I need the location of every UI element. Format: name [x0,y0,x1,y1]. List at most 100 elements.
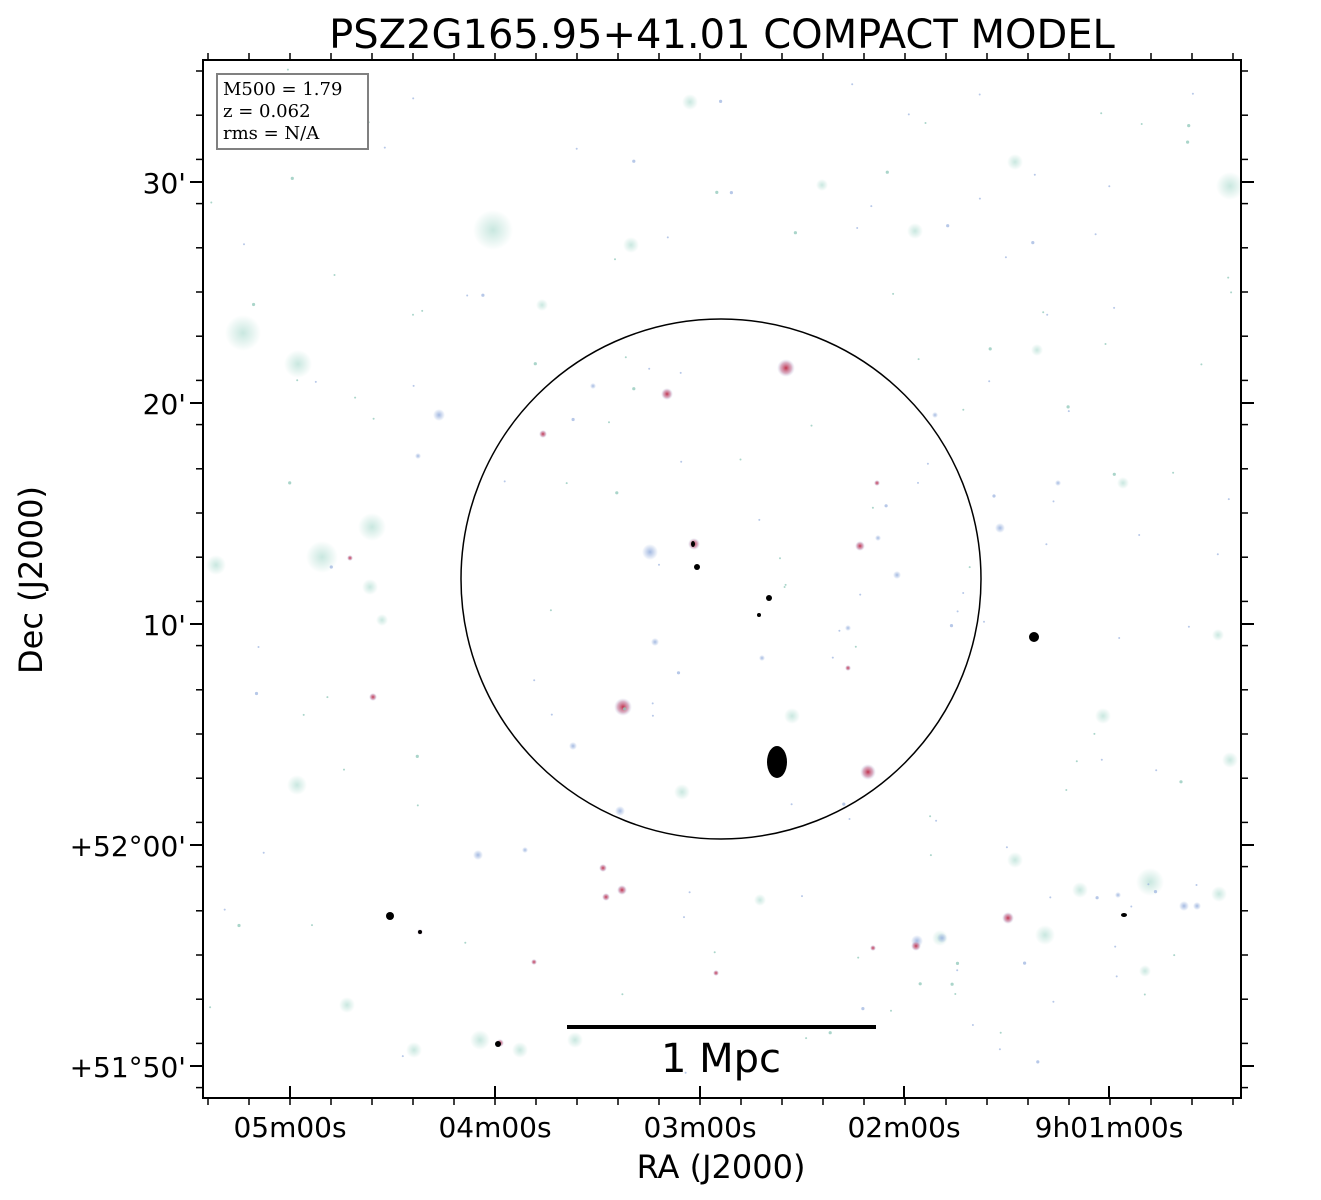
point-source [884,504,888,508]
point-source [1200,363,1203,366]
x-tick-label: 02m00s [847,1111,960,1144]
info-mass: M500 = 1.79 [223,79,342,100]
point-source [1172,471,1175,474]
y-tick-label: +52°00' [70,830,186,863]
point-source [978,93,981,96]
point-source [1093,732,1096,735]
point-source [956,969,959,972]
point-source [326,696,329,699]
faint-source [590,383,596,389]
point-source [1118,637,1121,639]
y-tick-label: 30' [143,167,186,200]
faint-source [651,638,659,646]
faint-source [1179,901,1189,911]
diffuse-emission [567,1032,583,1048]
point-source [416,804,419,807]
point-source [1065,789,1068,791]
point-source [651,702,654,705]
point-source [302,713,305,716]
diffuse-emission [1035,925,1055,945]
point-source [1113,306,1116,309]
point-source [848,818,851,820]
point-source [481,293,485,297]
point-source [1023,961,1027,965]
point-source [1130,905,1133,908]
point-source [262,851,265,854]
point-source [1112,472,1116,476]
point-source [779,557,781,560]
point-source [1138,534,1141,536]
point-source [658,563,660,566]
faint-source [995,523,1005,533]
diffuse-emission [784,708,800,724]
point-source [1066,405,1070,409]
diffuse-emission [1211,886,1227,902]
bright-source [874,480,880,486]
point-source [333,274,336,276]
y-tick-label: 20' [143,388,186,421]
chart-title: PSZ2G165.95+41.01 COMPACT MODEL [329,12,1115,58]
y-tick-label: 10' [143,609,186,642]
diffuse-emission [907,223,923,239]
x-tick-label: 03m00s [643,1111,756,1144]
point-source [1075,760,1078,763]
point-source [1046,313,1049,316]
point-source [1052,1000,1055,1003]
diffuse-emission [682,94,698,110]
point-source [1186,140,1190,144]
point-source [758,518,761,521]
plot-area [203,60,1241,1098]
plot-frame [202,59,1242,1099]
point-source [793,231,798,235]
point-source [1155,769,1158,772]
point-source [1094,233,1097,236]
point-source [571,417,575,422]
bright-source [539,430,547,438]
point-source [237,923,241,928]
faint-source [1115,892,1121,898]
faint-source [415,453,421,459]
point-source [983,620,985,623]
source-core [495,1041,501,1047]
faint-source [845,625,851,631]
point-source [1187,124,1191,128]
point-source [859,593,862,596]
point-source [243,243,245,246]
point-source [946,224,950,228]
point-source [870,205,873,208]
point-source [992,494,996,498]
point-source [412,97,415,100]
point-source [343,768,345,771]
point-source [412,384,415,387]
bright-source [855,541,865,551]
point-source [1005,846,1008,849]
point-source [1140,123,1143,125]
faint-source [433,409,445,421]
point-source [533,362,537,366]
point-source [257,646,260,648]
point-source [831,656,834,659]
point-source [998,1048,1001,1051]
diffuse-emission [284,350,312,378]
point-source [971,1024,974,1026]
point-source [715,190,719,194]
point-source [575,147,578,150]
point-source [956,610,959,613]
point-source [533,679,536,682]
point-source [1153,890,1158,894]
point-source [1004,256,1007,259]
point-source [892,292,895,295]
bright-source [661,388,673,400]
diffuse-emission [536,299,548,311]
point-source [962,592,965,594]
point-source [623,707,627,711]
x-axis-label: RA (J2000) [637,1148,806,1186]
faint-source [569,742,577,750]
bright-source [1002,912,1014,924]
point-source [978,197,981,200]
point-source [421,309,424,312]
diffuse-emission [473,210,513,250]
faint-source [937,933,947,943]
info-rms: rms = N/A [223,123,320,144]
point-source [608,421,610,424]
